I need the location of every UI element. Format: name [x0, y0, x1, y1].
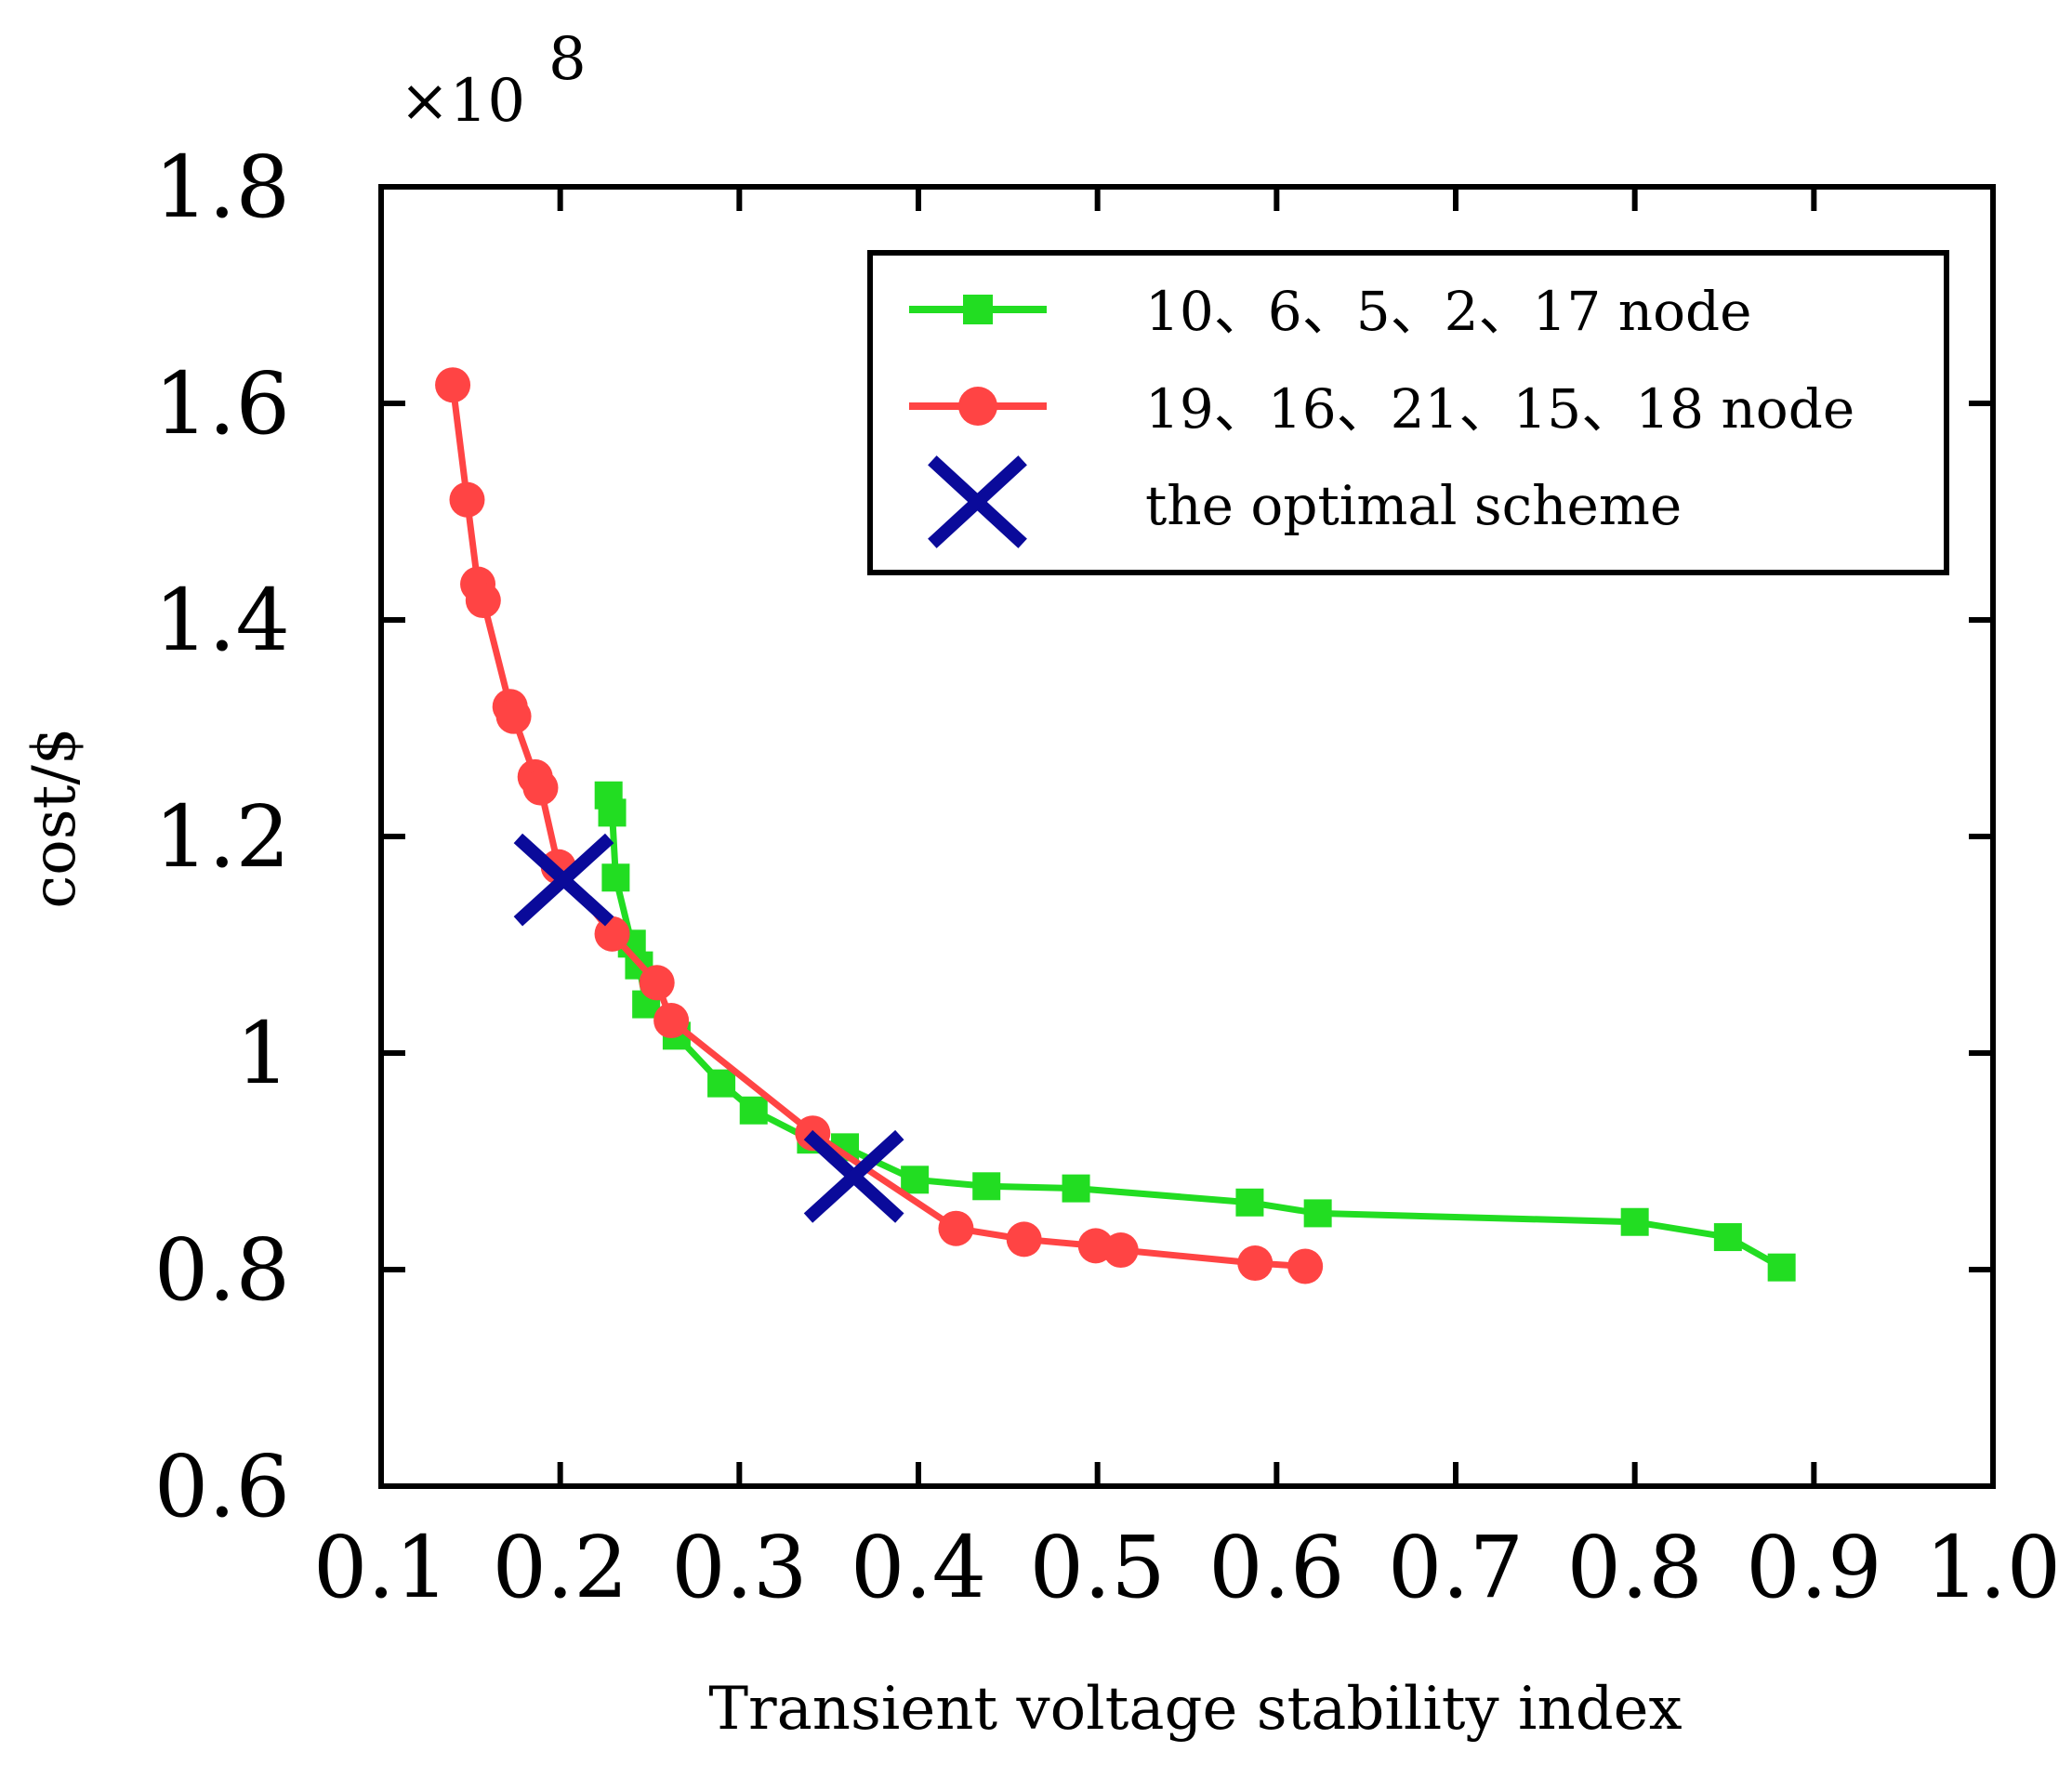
data-point-circle: [495, 698, 532, 734]
optimal-point-x: [513, 833, 614, 927]
optimal-layer: [513, 833, 904, 1223]
data-point-circle: [639, 965, 675, 1001]
data-point-circle: [653, 1003, 690, 1039]
y-tick-label: 0.6: [154, 1437, 290, 1536]
legend-marker-square: [963, 295, 993, 324]
x-tick-label: 0.1: [313, 1518, 449, 1617]
y-multiplier-label: ×10: [400, 67, 525, 136]
data-point-circle: [522, 770, 559, 806]
data-point-circle: [1006, 1221, 1042, 1258]
data-point-square: [1235, 1188, 1264, 1217]
data-point-square: [707, 1069, 736, 1098]
y-tick-label: 1.2: [154, 787, 290, 887]
y-tick-label: 1: [235, 1004, 290, 1103]
data-point-square: [1767, 1253, 1796, 1282]
data-point-circle: [1237, 1245, 1274, 1282]
x-axis-label: Transient voltage stability index: [708, 1675, 1682, 1744]
x-tick-label: 0.8: [1567, 1518, 1703, 1617]
plot-frame: [378, 184, 1996, 1489]
series-layer: [435, 367, 1796, 1284]
x-tick-label: 0.4: [851, 1518, 986, 1617]
y-tick-label: 1.8: [154, 138, 290, 237]
x-tick-label: 0.7: [1388, 1518, 1524, 1617]
legend-marker-x: [928, 455, 1027, 548]
data-point-square: [739, 1096, 768, 1125]
data-point-circle: [1102, 1232, 1139, 1269]
y-tick-label: 1.6: [154, 354, 290, 454]
legend-label-optimal: the optimal scheme: [1145, 474, 1682, 537]
x-tick-label: 0.3: [671, 1518, 807, 1617]
data-point-square: [1303, 1199, 1332, 1228]
data-point-square: [601, 863, 630, 892]
legend-label-green: 10、6、5、2、17 node: [1145, 280, 1751, 343]
x-tick-label: 0.9: [1746, 1518, 1881, 1617]
x-tick-label: 1.0: [1925, 1518, 2061, 1617]
legend: 10、6、5、2、17 node 19、16、21、15、18 node the…: [867, 250, 1949, 575]
data-point-square: [1620, 1207, 1649, 1236]
axis-ticks: 0.1 0.2 0.3 0.4 0.5 0.6 0.7 0.8 0.9 1.0 0.6 0.8 1 1.2…: [154, 138, 2061, 1617]
x-tick-label: 0.2: [493, 1518, 628, 1617]
data-point-square: [1713, 1223, 1742, 1252]
data-point-circle: [435, 367, 471, 403]
series-line-0: [605, 795, 1784, 1271]
legend-marker-circle: [958, 387, 997, 426]
y-exponent: ×10 8: [400, 25, 587, 136]
y-tick-label: 1.4: [154, 571, 290, 670]
data-point-square: [901, 1166, 930, 1194]
y-axis-label: cost/$: [20, 727, 89, 908]
legend-box: [867, 250, 1949, 575]
data-point-circle: [594, 915, 630, 952]
data-point-square: [972, 1172, 1001, 1201]
data-point-square: [598, 798, 627, 827]
legend-label-red: 19、16、21、15、18 node: [1145, 377, 1854, 441]
x-tick-label: 0.5: [1030, 1518, 1166, 1617]
data-point-circle: [938, 1210, 974, 1246]
data-point-square: [1062, 1174, 1090, 1203]
y-exponent-label: 8: [548, 25, 587, 94]
data-point-circle: [449, 481, 485, 518]
data-point-circle: [465, 583, 501, 619]
data-point-circle: [1287, 1248, 1324, 1284]
optimal-point-x: [803, 1129, 904, 1223]
x-tick-label: 0.6: [1208, 1518, 1344, 1617]
y-tick-label: 0.8: [154, 1220, 290, 1320]
